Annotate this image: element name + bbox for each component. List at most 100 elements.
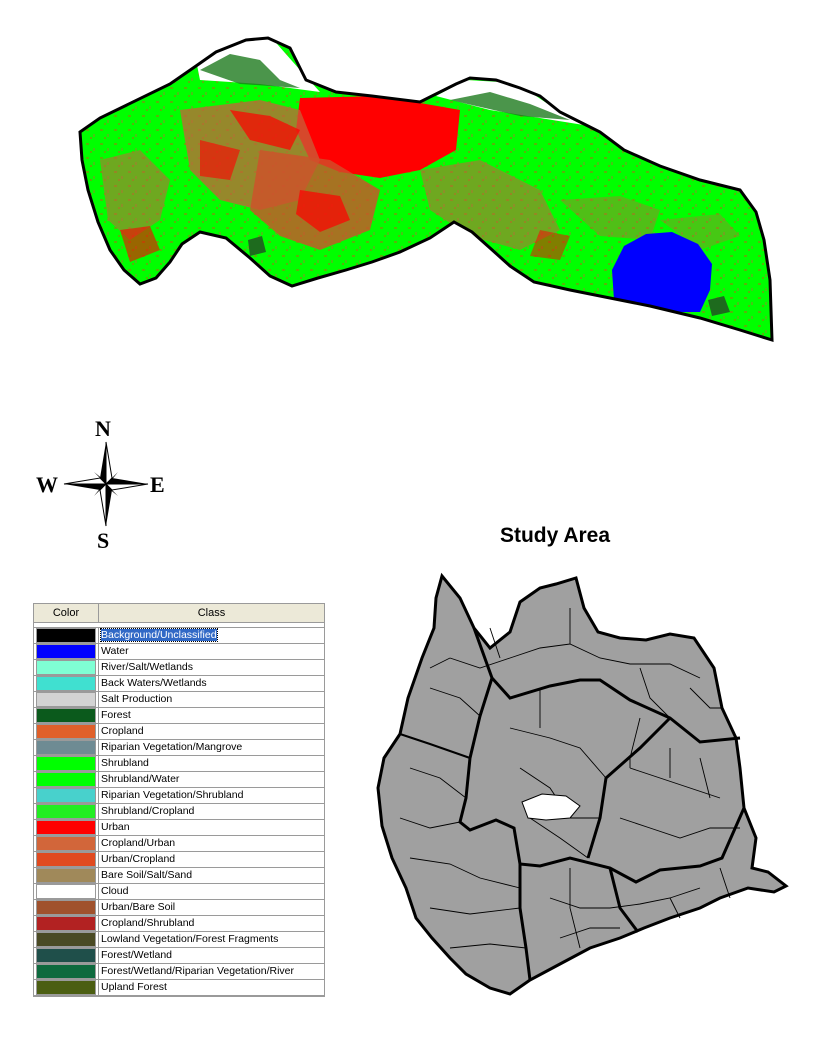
legend-class-label[interactable]: Urban (98, 820, 324, 835)
legend-class-text: Shrubland/Cropland (101, 805, 195, 817)
legend-row[interactable]: Urban/Bare Soil (34, 900, 324, 916)
legend-row[interactable]: Cloud (34, 884, 324, 900)
legend-color-swatch[interactable] (36, 692, 96, 707)
legend-class-label[interactable]: Cropland/Shrubland (98, 916, 324, 931)
study-area-map (376, 572, 789, 996)
legend-row[interactable]: Background/Unclassified (34, 627, 324, 644)
legend-color-swatch[interactable] (36, 676, 96, 691)
legend-row[interactable]: Cropland/Urban (34, 836, 324, 852)
compass-icon (63, 441, 149, 527)
legend-class-text: Urban/Cropland (101, 853, 176, 865)
legend-color-swatch[interactable] (36, 788, 96, 803)
legend-color-swatch[interactable] (36, 804, 96, 819)
legend-class-label[interactable]: Forest (98, 708, 324, 723)
legend-class-text: Bare Soil/Salt/Sand (101, 869, 193, 881)
legend-class-label[interactable]: Urban/Cropland (98, 852, 324, 867)
legend-class-label[interactable]: Salt Production (98, 692, 324, 707)
legend-color-swatch[interactable] (36, 932, 96, 947)
legend-class-column-header[interactable]: Class (197, 607, 226, 619)
legend-class-label[interactable]: Shrubland (98, 756, 324, 771)
legend-class-label[interactable]: Cropland (98, 724, 324, 739)
legend-class-label[interactable]: Water (98, 644, 324, 659)
legend-row[interactable]: Cropland/Shrubland (34, 916, 324, 932)
legend-class-label[interactable]: Shrubland/Water (98, 772, 324, 787)
legend-class-label[interactable]: Upland Forest (98, 980, 324, 995)
legend-class-text: Cropland/Urban (101, 837, 176, 849)
legend-class-label[interactable]: Background/Unclassified (98, 628, 324, 643)
legend-color-swatch[interactable] (36, 836, 96, 851)
land-cover-legend: Color Class Background/Unclassified Water… (33, 603, 325, 997)
legend-row[interactable]: Urban/Cropland (34, 852, 324, 868)
compass-rose: N S W E (34, 416, 174, 556)
legend-color-swatch[interactable] (36, 948, 96, 963)
legend-color-swatch[interactable] (36, 740, 96, 755)
legend-class-text: Salt Production (101, 693, 173, 705)
legend-color-swatch[interactable] (36, 868, 96, 883)
legend-row[interactable]: Forest (34, 708, 324, 724)
legend-row[interactable]: Shrubland/Cropland (34, 804, 324, 820)
legend-class-label[interactable]: Urban/Bare Soil (98, 900, 324, 915)
legend-color-swatch[interactable] (36, 708, 96, 723)
compass-south-label: S (97, 528, 110, 553)
legend-class-text: Upland Forest (101, 981, 167, 993)
legend-row[interactable]: Forest/Wetland/Riparian Vegetation/River (34, 964, 324, 980)
legend-class-text: Riparian Vegetation/Mangrove (101, 741, 243, 753)
legend-row[interactable]: Cropland (34, 724, 324, 740)
legend-class-label[interactable]: Forest/Wetland/Riparian Vegetation/River (98, 964, 324, 979)
legend-color-swatch[interactable] (36, 724, 96, 739)
legend-color-swatch[interactable] (36, 852, 96, 867)
legend-color-swatch[interactable] (36, 772, 96, 787)
legend-class-text: Shrubland/Water (101, 773, 180, 785)
legend-row[interactable]: Back Waters/Wetlands (34, 676, 324, 692)
legend-row[interactable]: Riparian Vegetation/Shrubland (34, 788, 324, 804)
legend-color-swatch[interactable] (36, 756, 96, 771)
legend-class-text: Riparian Vegetation/Shrubland (101, 789, 244, 801)
legend-color-swatch[interactable] (36, 820, 96, 835)
legend-class-label[interactable]: Shrubland/Cropland (98, 804, 324, 819)
legend-row[interactable]: Upland Forest (34, 980, 324, 996)
legend-class-text: Cropland/Shrubland (101, 917, 195, 929)
legend-color-swatch[interactable] (36, 884, 96, 899)
legend-class-text: River/Salt/Wetlands (101, 661, 194, 673)
legend-color-swatch[interactable] (36, 980, 96, 995)
legend-color-swatch[interactable] (36, 660, 96, 675)
legend-row[interactable]: River/Salt/Wetlands (34, 660, 324, 676)
legend-class-text: Water (101, 645, 129, 657)
land-cover-map (78, 36, 774, 343)
legend-class-label[interactable]: Cloud (98, 884, 324, 899)
legend-class-label[interactable]: River/Salt/Wetlands (98, 660, 324, 675)
legend-class-label[interactable]: Riparian Vegetation/Mangrove (98, 740, 324, 755)
legend-color-column-header[interactable]: Color (34, 604, 99, 622)
legend-class-label[interactable]: Riparian Vegetation/Shrubland (98, 788, 324, 803)
legend-header: Color Class (34, 604, 324, 623)
legend-class-label[interactable]: Lowland Vegetation/Forest Fragments (98, 932, 324, 947)
central-unclassified-area (521, 793, 581, 821)
legend-row[interactable]: Shrubland (34, 756, 324, 772)
study-area-region (376, 572, 789, 996)
legend-class-text: Lowland Vegetation/Forest Fragments (101, 933, 279, 945)
legend-class-label[interactable]: Cropland/Urban (98, 836, 324, 851)
legend-row[interactable]: Forest/Wetland (34, 948, 324, 964)
legend-class-text: Back Waters/Wetlands (101, 677, 207, 689)
legend-color-swatch[interactable] (36, 628, 96, 643)
legend-color-swatch[interactable] (36, 900, 96, 915)
legend-rows: Background/Unclassified Water River/Salt/W… (34, 623, 324, 996)
legend-row[interactable]: Salt Production (34, 692, 324, 708)
legend-class-text: Urban (101, 821, 130, 833)
legend-color-swatch[interactable] (36, 916, 96, 931)
urban-core (296, 96, 460, 178)
legend-row[interactable]: Lowland Vegetation/Forest Fragments (34, 932, 324, 948)
legend-class-label[interactable]: Back Waters/Wetlands (98, 676, 324, 691)
legend-color-swatch[interactable] (36, 964, 96, 979)
legend-row[interactable]: Bare Soil/Salt/Sand (34, 868, 324, 884)
legend-class-label[interactable]: Forest/Wetland (98, 948, 324, 963)
legend-row[interactable]: Urban (34, 820, 324, 836)
compass-east-label: E (150, 472, 165, 497)
legend-class-label[interactable]: Bare Soil/Salt/Sand (98, 868, 324, 883)
legend-color-swatch[interactable] (36, 644, 96, 659)
legend-row[interactable]: Water (34, 644, 324, 660)
legend-class-text: Urban/Bare Soil (101, 901, 176, 913)
legend-row[interactable]: Riparian Vegetation/Mangrove (34, 740, 324, 756)
compass-west-label: W (36, 472, 58, 497)
legend-row[interactable]: Shrubland/Water (34, 772, 324, 788)
